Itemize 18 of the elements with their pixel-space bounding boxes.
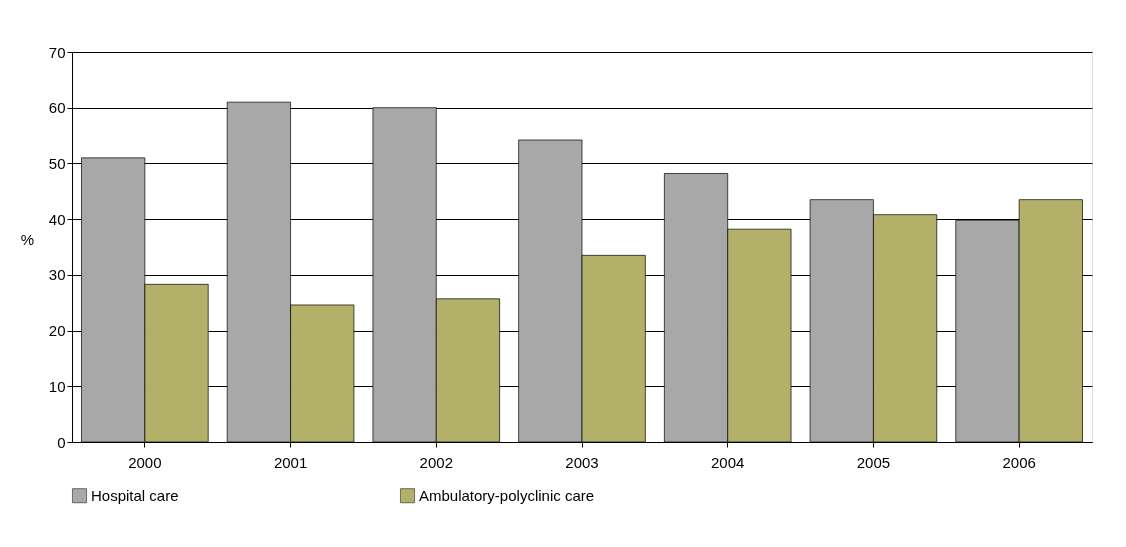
- x-tick-label: 2006: [1002, 453, 1036, 471]
- legend-label: Ambulatory-polyclinic care: [419, 486, 595, 504]
- y-tick-label: 40: [48, 210, 66, 228]
- x-tick-label: 2003: [565, 453, 599, 471]
- y-tick-label: 70: [48, 43, 66, 61]
- legend-label: Hospital care: [91, 486, 179, 504]
- y-tick-label: 10: [48, 377, 66, 395]
- y-tick-label: 60: [48, 99, 66, 117]
- x-tick-label: 2004: [711, 453, 745, 471]
- x-tick-label: 2000: [128, 453, 162, 471]
- y-axis-title: %: [20, 230, 35, 248]
- y-tick-label: 0: [57, 433, 66, 451]
- x-tick-label: 2002: [419, 453, 453, 471]
- x-tick-label: 2001: [273, 453, 308, 471]
- y-tick-label: 20: [48, 322, 66, 340]
- x-tick-label: 2005: [856, 453, 891, 471]
- y-tick-label: 30: [48, 266, 66, 284]
- y-tick-label: 50: [48, 154, 66, 172]
